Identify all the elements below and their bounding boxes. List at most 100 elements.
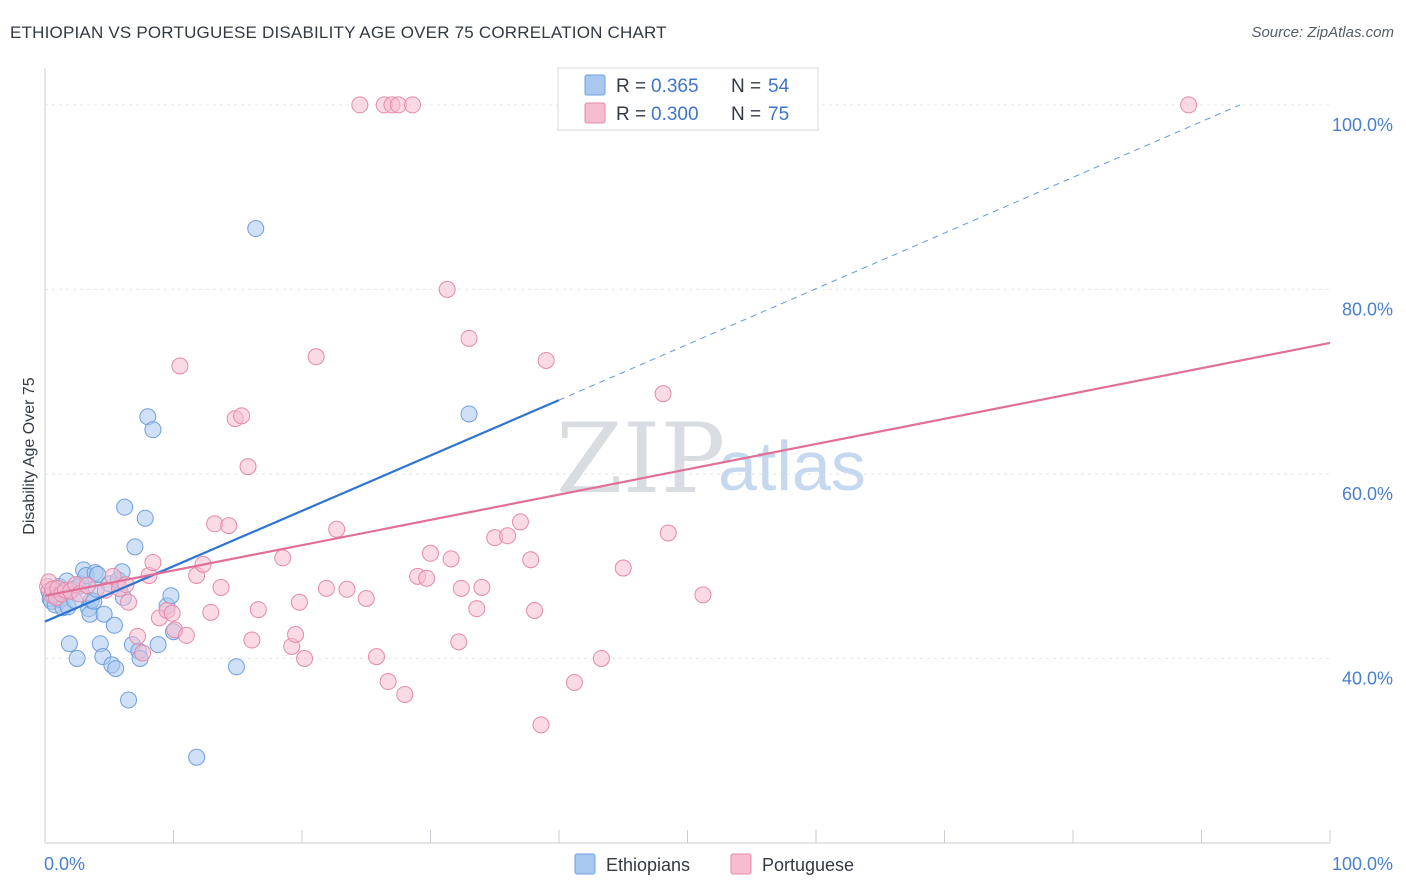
point-portuguese-64 (468, 600, 486, 618)
point-portuguese-35 (239, 458, 257, 476)
point-portuguese-20 (144, 554, 162, 572)
point-portuguese-51 (379, 673, 397, 691)
legend-n-value-1: 54 (768, 76, 790, 97)
legend-n-value-2: 75 (768, 104, 789, 125)
point-portuguese-72 (537, 351, 555, 369)
trend-lines (44, 104, 1331, 623)
point-ethiopians-33 (107, 660, 125, 678)
point-portuguese-48 (357, 590, 375, 608)
y-tick-label-100: 100.0% (1332, 115, 1393, 135)
point-portuguese-60 (442, 550, 460, 568)
point-portuguese-55 (404, 96, 422, 114)
point-portuguese-77 (654, 385, 672, 403)
point-portuguese-42 (296, 649, 314, 667)
bottom-legend-portuguese: Portuguese (762, 855, 854, 875)
point-ethiopians-53 (460, 405, 478, 423)
point-ethiopians-12 (60, 635, 78, 653)
x-tick-labels: 0.0% 100.0% (44, 854, 1393, 874)
point-ethiopians-48 (162, 587, 180, 605)
trend-line-ethiopians-extension (558, 104, 1241, 401)
y-tick-labels: 40.0% 60.0% 80.0% 100.0% (1332, 115, 1393, 689)
point-portuguese-29 (202, 603, 220, 621)
point-ethiopians-45 (144, 421, 162, 439)
trend-line-ethiopians (44, 399, 560, 623)
point-ethiopians-32 (105, 616, 123, 634)
point-ethiopians-40 (126, 538, 144, 556)
watermark-zip: ZIP (556, 403, 725, 515)
point-portuguese-36 (243, 631, 261, 649)
point-ethiopians-46 (149, 636, 167, 654)
legend-r-label-2: R = (616, 104, 646, 125)
point-portuguese-47 (351, 96, 369, 114)
point-portuguese-25 (171, 357, 189, 375)
legend-n-label-2: N = (731, 104, 761, 125)
point-portuguese-79 (694, 586, 712, 604)
y-tick-label-80: 80.0% (1342, 299, 1393, 319)
legend-r-value-2: 0.300 (651, 104, 699, 125)
point-portuguese-46 (338, 580, 356, 598)
point-portuguese-30 (206, 515, 224, 533)
chart-title: ETHIOPIAN VS PORTUGUESE DISABILITY AGE O… (10, 23, 667, 42)
x-tick-label-min: 0.0% (44, 854, 85, 874)
legend: R = 0.365 N = 54 R = 0.300 N = 75 (557, 67, 819, 131)
legend-n-label-1: N = (731, 76, 761, 97)
point-portuguese-78 (659, 524, 677, 542)
point-portuguese-58 (422, 544, 439, 562)
legend-swatch-ethiopians (584, 74, 606, 96)
bottom-legend-swatch-ethiopians (574, 853, 596, 875)
point-portuguese-62 (452, 579, 470, 597)
point-portuguese-70 (526, 602, 544, 619)
point-portuguese-40 (287, 625, 305, 643)
point-portuguese-61 (450, 633, 468, 651)
point-portuguese-53 (389, 96, 407, 114)
point-portuguese-71 (532, 716, 550, 734)
point-portuguese-67 (499, 527, 517, 545)
point-ethiopians-52 (247, 220, 265, 238)
point-portuguese-76 (614, 559, 632, 577)
point-portuguese-34 (233, 407, 251, 425)
point-portuguese-43 (307, 348, 325, 366)
point-portuguese-69 (522, 551, 540, 569)
point-portuguese-49 (368, 648, 386, 666)
point-portuguese-75 (592, 649, 610, 667)
bottom-legend: Ethiopians Portuguese (574, 853, 854, 875)
point-portuguese-44 (317, 579, 335, 597)
point-portuguese-68 (511, 513, 529, 531)
point-ethiopians-29 (95, 605, 113, 623)
point-portuguese-18 (134, 644, 152, 662)
point-portuguese-38 (274, 549, 292, 567)
point-portuguese-73 (565, 673, 583, 691)
point-ethiopians-38 (120, 691, 138, 709)
point-portuguese-45 (328, 520, 346, 538)
point-ethiopians-51 (227, 658, 245, 676)
point-portuguese-54 (396, 685, 414, 703)
point-ethiopians-37 (116, 498, 134, 516)
point-ethiopians-43 (136, 509, 154, 527)
x-ticks (44, 830, 1331, 843)
point-portuguese-16 (120, 593, 138, 611)
legend-swatch-portuguese (584, 102, 606, 124)
point-portuguese-80 (1180, 96, 1198, 114)
point-ethiopians-15 (68, 649, 86, 667)
bottom-legend-ethiopians: Ethiopians (606, 855, 690, 875)
y-axis-title: Disability Age Over 75 (21, 377, 38, 535)
y-tick-label-40: 40.0% (1342, 668, 1393, 688)
point-portuguese-37 (249, 601, 267, 619)
point-portuguese-26 (177, 626, 195, 644)
legend-r-label-1: R = (616, 76, 646, 97)
point-portuguese-31 (212, 578, 230, 596)
point-portuguese-23 (163, 604, 181, 622)
point-portuguese-32 (220, 517, 238, 535)
point-portuguese-59 (438, 280, 456, 298)
x-tick-label-max: 100.0% (1332, 854, 1393, 874)
y-tick-label-60: 60.0% (1342, 484, 1393, 504)
point-portuguese-41 (290, 593, 308, 611)
legend-r-value-1: 0.365 (651, 76, 699, 97)
point-portuguese-65 (473, 578, 491, 596)
trend-line-portuguese (44, 341, 1331, 597)
point-portuguese-17 (129, 627, 147, 645)
bottom-legend-swatch-portuguese (730, 853, 752, 875)
watermark: ZIP atlas (556, 403, 866, 515)
point-ethiopians-50 (188, 748, 206, 766)
